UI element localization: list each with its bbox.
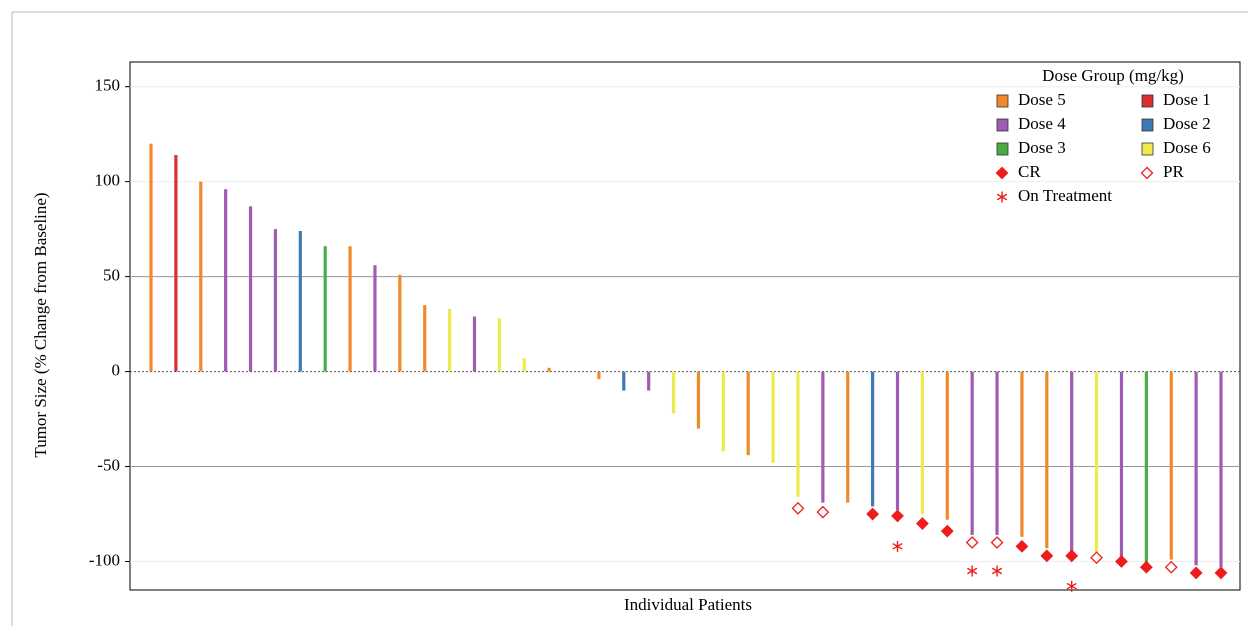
- legend-swatch: [1141, 118, 1154, 132]
- bar: [970, 371, 974, 535]
- legend-label: Dose 6: [1163, 138, 1211, 157]
- legend-label: CR: [1018, 162, 1041, 181]
- bar: [771, 371, 775, 463]
- marker-pr: [990, 536, 1004, 549]
- bar: [1169, 371, 1173, 560]
- bar: [323, 246, 327, 372]
- bar: [871, 371, 875, 507]
- legend-label: Dose 3: [1018, 138, 1066, 157]
- bar: [746, 371, 750, 456]
- legend-swatch: [1141, 94, 1154, 108]
- marker-cr: [1015, 539, 1029, 553]
- marker-pr: [1090, 551, 1103, 565]
- bar: [248, 206, 253, 372]
- bar: [846, 371, 850, 503]
- y-tick-label: 50: [103, 266, 120, 285]
- marker-pr: [816, 505, 830, 519]
- bar: [472, 316, 477, 372]
- bar: [497, 318, 501, 372]
- legend-marker: [996, 191, 1008, 203]
- marker-pr: [1164, 560, 1178, 574]
- bar: [298, 231, 302, 372]
- y-tick-label: -100: [89, 550, 120, 569]
- marker-pr: [965, 536, 979, 549]
- marker-cr: [1189, 566, 1203, 580]
- marker-cr: [891, 509, 904, 523]
- bar: [945, 371, 949, 520]
- bar: [373, 265, 377, 372]
- legend-label: On Treatment: [1018, 186, 1112, 205]
- marker-asterisk: [892, 540, 903, 552]
- legend-label: Dose 2: [1163, 114, 1211, 133]
- legend-marker: [995, 166, 1009, 180]
- y-tick-label: 0: [112, 360, 121, 379]
- marker-asterisk: [1066, 580, 1077, 592]
- y-tick-label: 100: [95, 171, 121, 190]
- marker-cr: [915, 517, 929, 530]
- bar: [522, 358, 526, 372]
- marker-cr: [1040, 549, 1054, 563]
- legend-label: Dose 5: [1018, 90, 1066, 109]
- marker-cr: [940, 524, 954, 538]
- bar: [671, 371, 676, 414]
- marker-pr: [791, 501, 805, 515]
- legend-swatch: [996, 94, 1009, 108]
- bar: [1045, 371, 1049, 549]
- bar: [273, 229, 278, 372]
- bar: [224, 189, 228, 372]
- bar: [821, 371, 825, 503]
- bar: [1144, 371, 1148, 568]
- bar: [1119, 371, 1124, 560]
- bar: [398, 274, 402, 372]
- legend-marker: [1140, 166, 1154, 180]
- bar: [1020, 371, 1024, 537]
- bar: [721, 371, 725, 452]
- bar: [547, 367, 551, 372]
- marker-cr: [1065, 549, 1079, 563]
- legend-title: Dose Group (mg/kg): [1042, 66, 1184, 85]
- bar: [647, 371, 651, 391]
- bar: [199, 181, 203, 372]
- bar: [796, 371, 800, 497]
- marker-cr: [866, 507, 880, 521]
- bar: [1094, 371, 1099, 553]
- y-axis-label: Tumor Size (% Change from Baseline): [31, 192, 50, 457]
- bar: [597, 371, 601, 380]
- y-tick-label: 150: [95, 76, 121, 95]
- legend-label: Dose 4: [1018, 114, 1066, 133]
- marker-asterisk: [991, 565, 1003, 577]
- y-tick-label: -50: [97, 455, 120, 474]
- x-axis-label: Individual Patients: [624, 595, 752, 614]
- bar: [1219, 371, 1223, 568]
- bar: [448, 308, 452, 372]
- bar: [920, 371, 924, 515]
- legend-swatch: [1141, 142, 1154, 156]
- bar: [1194, 371, 1198, 566]
- bar: [348, 246, 352, 372]
- legend-label: Dose 1: [1163, 90, 1211, 109]
- legend-swatch: [996, 118, 1009, 132]
- bar: [174, 155, 178, 372]
- plot-frame: [129, 61, 1241, 591]
- marker-cr: [1115, 555, 1128, 568]
- bar: [149, 143, 153, 372]
- marker-cr: [1139, 560, 1153, 574]
- legend-swatch: [996, 142, 1009, 156]
- marker-cr: [1214, 566, 1228, 580]
- bar: [622, 371, 626, 391]
- bar: [995, 371, 999, 535]
- bar: [895, 371, 900, 511]
- legend-label: PR: [1163, 162, 1184, 181]
- marker-asterisk: [967, 565, 978, 577]
- bar: [423, 305, 427, 372]
- bar: [696, 371, 701, 429]
- bar: [1070, 371, 1074, 553]
